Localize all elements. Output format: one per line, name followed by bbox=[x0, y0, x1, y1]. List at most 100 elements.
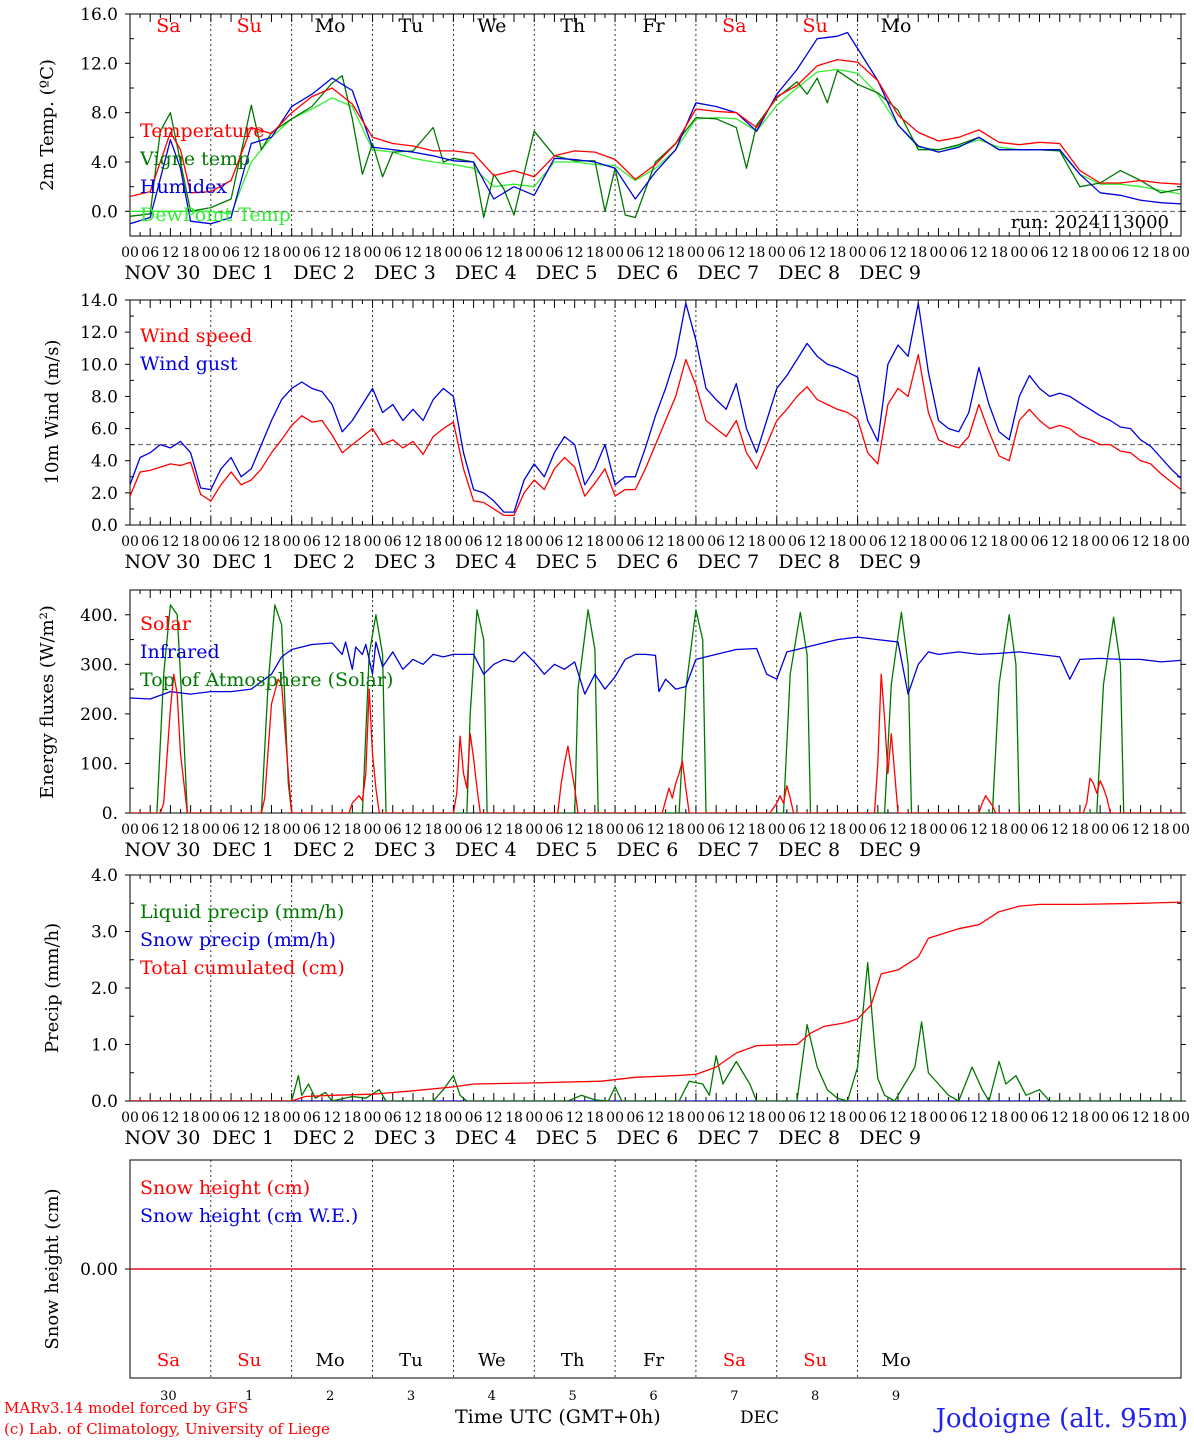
hour-tick-label: 00 bbox=[364, 534, 382, 550]
weekday-label: Sa bbox=[723, 1350, 746, 1371]
hour-tick-label: 00 bbox=[768, 245, 786, 261]
hour-tick-label: 06 bbox=[869, 245, 887, 261]
hour-tick-label: 06 bbox=[950, 822, 968, 838]
hour-tick-label: 00 bbox=[930, 822, 948, 838]
hour-tick-label: 06 bbox=[384, 822, 402, 838]
date-label: DEC 5 bbox=[536, 839, 598, 861]
date-label: DEC 6 bbox=[617, 262, 679, 284]
weekday-label: Sa bbox=[157, 1350, 180, 1371]
legend-liquid-precip-mm-h-: Liquid precip (mm/h) bbox=[140, 901, 344, 923]
hour-tick-label: 12 bbox=[404, 822, 422, 838]
day-number: 4 bbox=[488, 1389, 496, 1404]
hour-tick-label: 18 bbox=[1071, 534, 1089, 550]
date-label: DEC 3 bbox=[374, 262, 436, 284]
legend-total-cumulated-cm-: Total cumulated (cm) bbox=[140, 957, 345, 979]
hour-tick-label: 06 bbox=[222, 822, 240, 838]
hour-tick-label: 00 bbox=[606, 822, 624, 838]
hour-tick-label: 12 bbox=[970, 822, 988, 838]
y-tick-label: 8.0 bbox=[91, 104, 118, 124]
hour-tick-label: 06 bbox=[788, 1110, 806, 1126]
y-tick-label: 14.0 bbox=[80, 291, 118, 311]
date-label: DEC 9 bbox=[859, 839, 921, 861]
y-tick-label: 0.0 bbox=[91, 516, 118, 536]
hour-tick-label: 06 bbox=[222, 1110, 240, 1126]
hour-tick-label: 18 bbox=[505, 1110, 523, 1126]
hour-tick-label: 00 bbox=[606, 1110, 624, 1126]
series-line-top-of-atmosphere-solar- bbox=[130, 604, 1181, 813]
hour-tick-label: 00 bbox=[606, 245, 624, 261]
hour-tick-label: 12 bbox=[647, 1110, 665, 1126]
date-label: DEC 8 bbox=[778, 262, 840, 284]
panel-frame bbox=[129, 299, 1182, 526]
hour-tick-label: 06 bbox=[546, 1110, 564, 1126]
legend-temperature: Temperature bbox=[140, 120, 264, 142]
hour-tick-label: 12 bbox=[889, 822, 907, 838]
y-tick-label: 100. bbox=[80, 754, 118, 774]
hour-tick-label: 00 bbox=[364, 1110, 382, 1126]
date-label: DEC 7 bbox=[697, 1127, 759, 1149]
hour-tick-label: 12 bbox=[647, 822, 665, 838]
hour-tick-label: 18 bbox=[424, 245, 442, 261]
hour-tick-label: 12 bbox=[323, 1110, 341, 1126]
hour-tick-label: 12 bbox=[970, 1110, 988, 1126]
weekday-label: Mo bbox=[315, 15, 346, 37]
hour-tick-label: 00 bbox=[1091, 534, 1109, 550]
hour-tick-label: 06 bbox=[1031, 245, 1049, 261]
weekday-label: Tu bbox=[399, 1350, 423, 1371]
hour-tick-label: 18 bbox=[263, 534, 281, 550]
hour-tick-label: 12 bbox=[1132, 822, 1150, 838]
weekday-label: Fr bbox=[643, 1350, 664, 1371]
hour-tick-label: 12 bbox=[404, 245, 422, 261]
hour-tick-label: 06 bbox=[384, 534, 402, 550]
hour-tick-label: 12 bbox=[1051, 245, 1069, 261]
time-axis-label: Time UTC (GMT+0h) bbox=[455, 1406, 661, 1428]
y-axis-title: 2m Temp. (ºC) bbox=[37, 59, 58, 191]
hour-tick-label: 06 bbox=[222, 245, 240, 261]
hour-tick-label: 00 bbox=[768, 1110, 786, 1126]
series-line-dewpoint-temp bbox=[130, 68, 1181, 215]
hour-tick-label: 12 bbox=[485, 245, 503, 261]
hour-tick-label: 06 bbox=[950, 534, 968, 550]
series-line-humidex bbox=[130, 31, 1181, 225]
hour-tick-label: 06 bbox=[546, 534, 564, 550]
hour-tick-label: 12 bbox=[1132, 245, 1150, 261]
hour-tick-label: 06 bbox=[465, 245, 483, 261]
date-label: NOV 30 bbox=[125, 262, 201, 284]
hour-tick-label: 00 bbox=[1172, 534, 1190, 550]
hour-tick-label: 06 bbox=[1111, 534, 1129, 550]
y-tick-label: 10.0 bbox=[80, 355, 118, 375]
hour-tick-label: 12 bbox=[162, 245, 180, 261]
day-number: 3 bbox=[407, 1389, 415, 1404]
weekday-label: We bbox=[477, 15, 506, 37]
hour-tick-label: 00 bbox=[121, 822, 139, 838]
hour-tick-label: 12 bbox=[727, 534, 745, 550]
hour-tick-label: 18 bbox=[505, 534, 523, 550]
hour-tick-label: 06 bbox=[869, 534, 887, 550]
hour-tick-label: 06 bbox=[950, 245, 968, 261]
hour-tick-label: 12 bbox=[566, 245, 584, 261]
series-line-vigne-temp bbox=[130, 70, 1181, 219]
date-label: DEC 1 bbox=[212, 551, 274, 573]
weekday-label: Mo bbox=[315, 1350, 344, 1371]
hour-tick-label: 12 bbox=[566, 534, 584, 550]
y-tick-label: 12.0 bbox=[80, 323, 118, 343]
weekday-label: Su bbox=[237, 15, 262, 37]
hour-tick-label: 00 bbox=[121, 1110, 139, 1126]
hour-tick-label: 12 bbox=[889, 245, 907, 261]
hour-tick-label: 18 bbox=[586, 1110, 604, 1126]
series-group bbox=[130, 31, 1181, 225]
hour-tick-label: 12 bbox=[162, 1110, 180, 1126]
series-line-solar bbox=[130, 673, 1181, 813]
hour-tick-label: 12 bbox=[647, 534, 665, 550]
hour-tick-label: 12 bbox=[404, 1110, 422, 1126]
lab-credit: (c) Lab. of Climatology, University of L… bbox=[4, 1420, 330, 1438]
hour-tick-label: 18 bbox=[828, 534, 846, 550]
hour-tick-label: 00 bbox=[202, 1110, 220, 1126]
weekday-label: Tu bbox=[399, 15, 424, 37]
hour-tick-label: 06 bbox=[707, 1110, 725, 1126]
y-tick-label: 16.0 bbox=[80, 5, 118, 25]
day-number: 6 bbox=[649, 1389, 657, 1404]
date-label: DEC 3 bbox=[374, 1127, 436, 1149]
hour-tick-label: 18 bbox=[1152, 534, 1170, 550]
